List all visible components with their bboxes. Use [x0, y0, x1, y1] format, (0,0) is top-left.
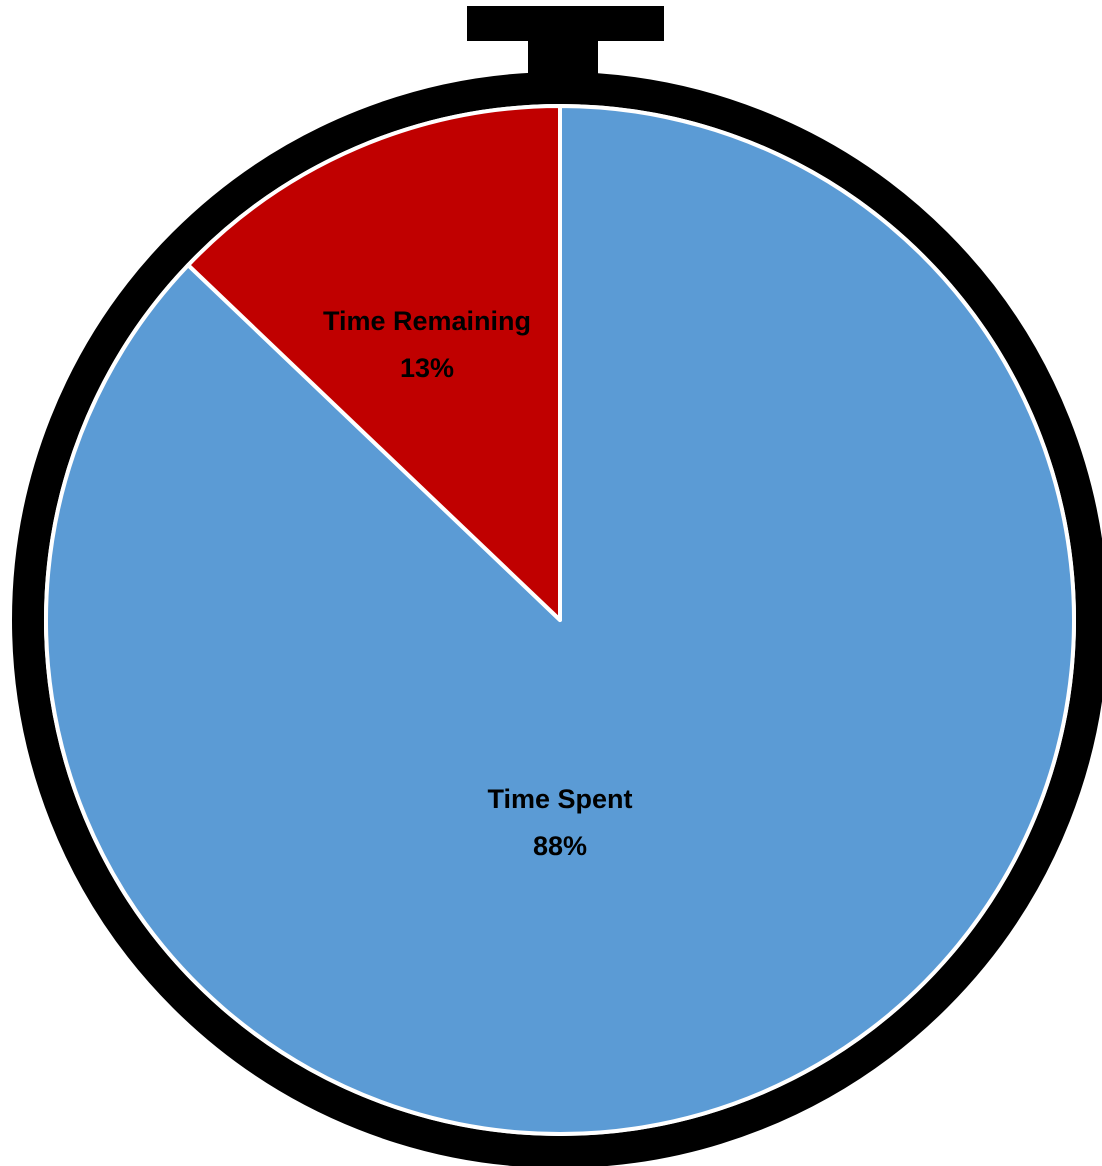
pie-value-time-spent: 88%	[533, 831, 587, 861]
pie-labels: Time Spent 88% Time Remaining 13%	[323, 306, 633, 861]
pie-label-time-remaining: Time Remaining	[323, 306, 531, 336]
pie-slices	[44, 104, 1076, 1136]
pie-label-time-spent: Time Spent	[487, 784, 632, 814]
pie-value-time-remaining: 13%	[400, 353, 454, 383]
stopwatch-crown	[467, 6, 664, 41]
stopwatch-case	[12, 72, 1102, 1166]
pie-slice-time-remaining	[186, 104, 562, 622]
